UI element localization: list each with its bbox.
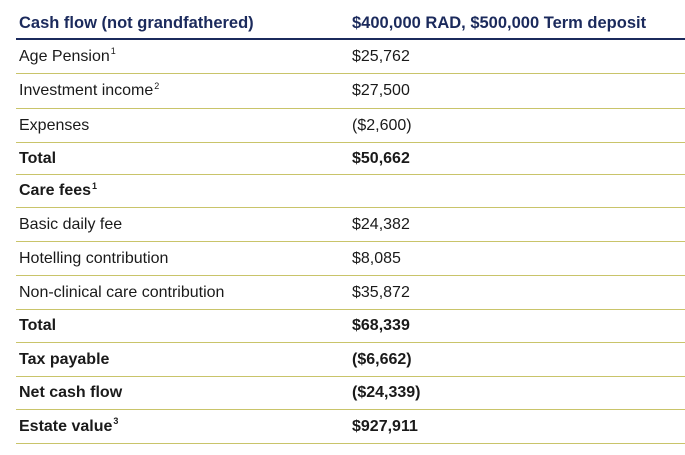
row-label: Total — [19, 317, 57, 334]
row-label: Estate value3 — [19, 416, 119, 435]
table-row-age-pension: Age Pension1 $25,762 — [16, 40, 685, 74]
row-value: $35,872 — [352, 283, 410, 301]
row-label: Care fees1 — [19, 180, 98, 199]
table-row-hotelling: Hotelling contribution $8,085 — [16, 242, 685, 276]
row-value: ($6,662) — [352, 350, 412, 368]
footnote-marker: 2 — [154, 80, 160, 91]
table-row-investment-income: Investment income2 $27,500 — [16, 74, 685, 109]
row-label: Investment income2 — [19, 80, 160, 99]
footnote-marker: 1 — [110, 46, 116, 57]
row-label: Hotelling contribution — [19, 249, 169, 267]
table-row-non-clinical: Non-clinical care contribution $35,872 — [16, 276, 685, 310]
row-label: Expenses — [19, 116, 90, 134]
cash-flow-table: Cash flow (not grandfathered) $400,000 R… — [16, 8, 685, 444]
footnote-marker: 3 — [113, 416, 119, 427]
header-scenario: $400,000 RAD, $500,000 Term deposit — [352, 13, 647, 32]
table-row-estate-value: Estate value3 $927,911 — [16, 410, 685, 444]
row-value: ($2,600) — [352, 116, 412, 134]
table-row-care-fees: Care fees1 — [16, 175, 685, 208]
table-row-tax-payable: Tax payable ($6,662) — [16, 343, 685, 377]
table-row-total-income: Total $50,662 — [16, 143, 685, 175]
row-label: Age Pension1 — [19, 46, 116, 65]
row-label: Basic daily fee — [19, 215, 123, 233]
row-value: $27,500 — [352, 82, 410, 99]
row-value: $68,339 — [352, 317, 410, 334]
row-label: Tax payable — [19, 350, 110, 368]
row-value: $25,762 — [352, 47, 410, 65]
row-value: ($24,339) — [352, 384, 421, 401]
footnote-marker: 1 — [92, 180, 98, 191]
row-label: Non-clinical care contribution — [19, 283, 225, 301]
row-value: $50,662 — [352, 149, 410, 167]
table-row-total-care: Total $68,339 — [16, 310, 685, 343]
row-value: $24,382 — [352, 215, 410, 233]
table-row-net-cash-flow: Net cash flow ($24,339) — [16, 377, 685, 410]
table-header: Cash flow (not grandfathered) $400,000 R… — [16, 8, 685, 40]
row-value: $8,085 — [352, 249, 401, 267]
table-row-basic-daily-fee: Basic daily fee $24,382 — [16, 208, 685, 242]
table-row-expenses: Expenses ($2,600) — [16, 109, 685, 143]
row-label: Net cash flow — [19, 384, 123, 401]
row-label: Total — [19, 149, 57, 167]
row-value: $927,911 — [352, 417, 418, 435]
header-cash-flow: Cash flow (not grandfathered) — [19, 13, 254, 32]
